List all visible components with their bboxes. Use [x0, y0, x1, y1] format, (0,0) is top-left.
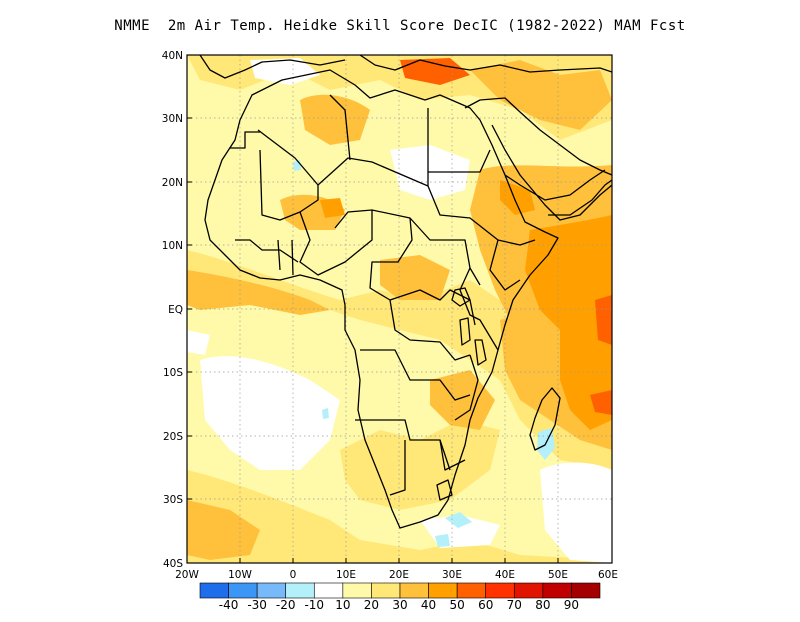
lon-label-20w: 20W [175, 569, 199, 581]
colorbar-tick-label: -30 [247, 598, 267, 612]
colorbar-tick-label: 20 [364, 598, 379, 612]
lat-label-20n: 20N [162, 177, 183, 189]
lat-label-40n: 40N [162, 50, 183, 62]
lon-label-0: 0 [290, 569, 297, 581]
skill-score-field [187, 55, 612, 563]
lon-label-40e: 40E [495, 569, 515, 581]
colorbar-swatch [542, 582, 572, 599]
lon-label-20e: 20E [389, 569, 409, 581]
colorbar-tick-label: 10 [335, 598, 350, 612]
colorbar-swatch [199, 582, 229, 599]
lon-label-50e: 50E [548, 569, 568, 581]
graticule [187, 55, 612, 563]
colorbar-tick-label: 70 [507, 598, 522, 612]
map-title: NMME 2m Air Temp. Heidke Skill Score Dec… [114, 18, 686, 34]
colorbar-tick-label: 90 [564, 598, 579, 612]
colorbar-tick-label: 60 [478, 598, 493, 612]
lat-label-30s: 30S [163, 494, 183, 506]
lat-label-10n: 10N [162, 240, 183, 252]
colorbar-labels: -40 -30 -20 -10 10 20 30 40 50 60 70 80 90 [219, 598, 579, 612]
colorbar-swatch [456, 582, 487, 599]
lat-label-10s: 10S [163, 367, 183, 379]
coastlines [199, 55, 612, 529]
lat-label-20s: 20S [163, 431, 183, 443]
lon-label-10w: 10W [228, 569, 252, 581]
colorbar-swatch [228, 582, 258, 599]
colorbar-tick-label: -10 [304, 598, 324, 612]
lon-label-60e: 60E [598, 569, 618, 581]
colorbar-swatch [256, 582, 287, 599]
colorbar-swatch [371, 582, 401, 599]
lat-label-30n: 30N [162, 113, 183, 125]
colorbar-tick-label: -20 [276, 598, 296, 612]
lat-label-eq: EQ [168, 304, 183, 316]
colorbar-swatch [399, 582, 429, 599]
colorbar-swatch [342, 582, 372, 599]
colorbar-tick-label: 80 [535, 598, 550, 612]
colorbar-tick-label: 40 [421, 598, 436, 612]
lon-label-10e: 10E [336, 569, 356, 581]
colorbar-tick-label: 30 [392, 598, 407, 612]
lon-label-30e: 30E [442, 569, 462, 581]
colorbar-tick-label: 50 [450, 598, 465, 612]
colorbar [199, 582, 601, 599]
colorbar-swatch [428, 582, 458, 599]
colorbar-swatch [485, 582, 515, 599]
lat-label-40s: 40S [163, 558, 183, 570]
colorbar-swatch [285, 582, 315, 599]
colorbar-swatch [313, 582, 344, 599]
colorbar-tick-label: -40 [219, 598, 239, 612]
colorbar-swatch [513, 582, 544, 599]
colorbar-swatch [571, 582, 601, 599]
axis-ticks [187, 117, 559, 563]
